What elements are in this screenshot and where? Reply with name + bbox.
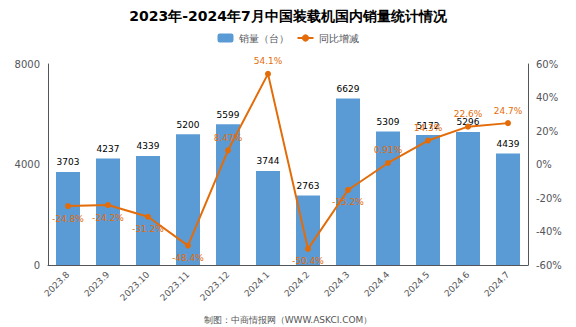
svg-text:-20%: -20% (536, 193, 562, 204)
svg-text:-31.2%: -31.2% (132, 224, 164, 234)
svg-text:3703: 3703 (57, 157, 80, 167)
svg-text:2763: 2763 (297, 181, 320, 191)
svg-text:0%: 0% (536, 159, 552, 170)
svg-text:2024.2: 2024.2 (282, 269, 311, 298)
svg-text:-24.2%: -24.2% (92, 213, 124, 223)
svg-text:4237: 4237 (97, 144, 120, 154)
svg-text:2024.3: 2024.3 (322, 269, 351, 298)
svg-text:54.1%: 54.1% (254, 56, 283, 66)
svg-text:14.3%: 14.3% (414, 123, 443, 133)
svg-text:制图：中商情报网（WWW.ASKCI.COM）: 制图：中商情报网（WWW.ASKCI.COM） (204, 315, 373, 325)
svg-text:60%: 60% (536, 59, 558, 70)
svg-text:同比增减: 同比增减 (319, 33, 359, 44)
svg-text:-40%: -40% (536, 226, 562, 237)
svg-text:2024.5: 2024.5 (402, 269, 431, 298)
svg-text:2023.12: 2023.12 (198, 269, 231, 302)
svg-text:2024.7: 2024.7 (482, 269, 511, 298)
svg-text:2023年-2024年7月中国装载机国内销量统计情况: 2023年-2024年7月中国装载机国内销量统计情况 (129, 8, 447, 24)
svg-text:4339: 4339 (137, 141, 160, 151)
svg-text:20%: 20% (536, 126, 558, 137)
svg-text:8000: 8000 (15, 59, 40, 70)
svg-text:5599: 5599 (217, 110, 240, 120)
svg-text:8.47%: 8.47% (214, 133, 243, 143)
svg-text:2023.10: 2023.10 (118, 269, 152, 303)
svg-text:6629: 6629 (337, 84, 360, 94)
svg-text:销量（台）: 销量（台） (238, 33, 289, 44)
svg-text:-60%: -60% (536, 260, 562, 271)
svg-text:4000: 4000 (15, 159, 40, 170)
svg-text:0: 0 (34, 260, 40, 271)
svg-text:-50.4%: -50.4% (292, 256, 324, 266)
svg-text:2024.4: 2024.4 (362, 269, 392, 299)
svg-text:2023.11: 2023.11 (158, 269, 191, 302)
svg-text:5200: 5200 (177, 120, 200, 130)
svg-text:0.91%: 0.91% (374, 145, 403, 155)
svg-text:2023.9: 2023.9 (82, 269, 112, 299)
svg-text:5309: 5309 (377, 117, 400, 127)
svg-text:2024.1: 2024.1 (242, 269, 271, 298)
svg-text:22.6%: 22.6% (454, 109, 483, 119)
svg-text:-24.8%: -24.8% (52, 214, 84, 224)
svg-text:2024.6: 2024.6 (442, 269, 472, 299)
svg-text:4439: 4439 (497, 139, 520, 149)
svg-text:2023.8: 2023.8 (42, 269, 72, 299)
svg-text:40%: 40% (536, 92, 558, 103)
svg-text:-15.2%: -15.2% (332, 197, 364, 207)
svg-text:-48.4%: -48.4% (172, 253, 204, 263)
svg-text:3744: 3744 (257, 156, 280, 166)
svg-text:24.7%: 24.7% (494, 106, 523, 116)
